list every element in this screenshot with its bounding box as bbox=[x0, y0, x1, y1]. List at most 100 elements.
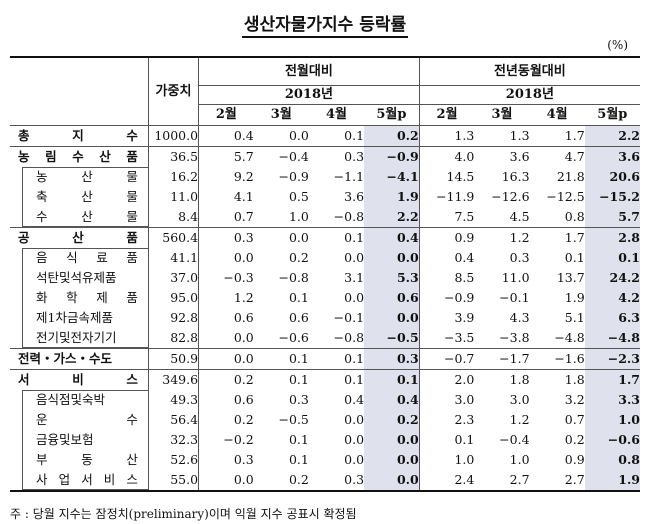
yoy-value-cell: 1.2 bbox=[509, 412, 530, 427]
weight-cell: 560.4 bbox=[148, 227, 200, 248]
table-row: 축 산 물 11.0 4.1 0.5 3.6 1.9 −11.9 −12.6 −12.5 −15.… bbox=[10, 187, 640, 207]
mom-value-cell: 0.0 bbox=[344, 250, 365, 265]
mom-value-cell: −0.1 bbox=[333, 310, 365, 325]
mom-value-cell: 0.4 bbox=[364, 390, 420, 410]
mom-value-cell: 5.3 bbox=[364, 268, 420, 288]
yoy-value-cell: 0.9 bbox=[419, 227, 475, 248]
mom-value-cell: 0.3 bbox=[308, 146, 365, 167]
mom-value-cell: −0.8 bbox=[333, 330, 365, 345]
table-row: 금융및보험 32.3 −0.2 0.1 0.0 0.0 0.1 −0.4 0.2 −0.6 bbox=[10, 430, 640, 450]
row-label-text: 사 업 서 비 스 bbox=[36, 472, 138, 487]
row-label-text: 화 학 제 품 bbox=[36, 290, 138, 305]
mom-value-cell: 4.1 bbox=[233, 189, 254, 204]
yoy-value-cell: 2.2 bbox=[584, 125, 640, 147]
header-weight: 가중치 bbox=[148, 56, 200, 126]
mom-value-cell: 0.3 bbox=[233, 452, 254, 467]
mom-value-cell: 0.1 bbox=[308, 348, 365, 370]
mom-value-cell: 0.0 bbox=[233, 250, 254, 265]
yoy-value-cell: 1.7 bbox=[584, 369, 640, 390]
mom-value-cell: 0.0 bbox=[344, 290, 365, 305]
yoy-value-cell: −0.6 bbox=[584, 430, 640, 450]
yoy-value-cell: 2.4 bbox=[419, 470, 475, 492]
yoy-value-cell: 1.7 bbox=[529, 125, 585, 147]
yoy-value-cell: 0.8 bbox=[584, 450, 640, 470]
yoy-value-cell: 1.2 bbox=[474, 227, 530, 248]
row-label-text: 축 산 물 bbox=[36, 189, 138, 204]
yoy-value-cell: 4.5 bbox=[509, 209, 530, 224]
table-row: 서 비 스 349.6 0.2 0.1 0.1 0.1 2.0 1.8 1.8 1.7 bbox=[10, 369, 640, 390]
table-row: 부 동 산 52.6 0.3 0.1 0.0 0.0 1.0 1.0 0.9 0.8 bbox=[10, 450, 640, 470]
yoy-value-cell: 0.1 bbox=[584, 248, 640, 268]
mom-value-cell: −4.1 bbox=[364, 167, 420, 187]
table-row: 운 수 56.4 0.2 −0.5 0.0 0.2 2.3 1.2 0.7 1.0 bbox=[10, 410, 640, 430]
yoy-value-cell: 21.8 bbox=[556, 169, 585, 184]
mom-value-cell: 0.7 bbox=[233, 209, 254, 224]
table-row: 전력・가스・수도 50.9 0.0 0.1 0.1 0.3 −0.7 −1.7 −1.6 −2.3 bbox=[10, 348, 640, 370]
weight-cell: 50.9 bbox=[148, 348, 200, 370]
yoy-value-cell: 2.7 bbox=[529, 470, 585, 492]
mom-value-cell: 0.1 bbox=[288, 432, 309, 447]
mom-value-cell: 0.0 bbox=[253, 125, 309, 147]
header-blank bbox=[10, 56, 149, 126]
table-row: 사 업 서 비 스 55.0 0.0 0.2 0.3 0.0 2.4 2.7 2.7 1.9 bbox=[10, 470, 640, 492]
mom-value-cell: 0.1 bbox=[308, 227, 365, 248]
mom-value-cell: −1.1 bbox=[333, 169, 365, 184]
weight-cell: 82.8 bbox=[148, 328, 200, 349]
mom-value-cell: −0.9 bbox=[364, 146, 420, 167]
mom-value-cell: 1.0 bbox=[288, 209, 309, 224]
yoy-value-cell: 6.3 bbox=[584, 308, 640, 328]
yoy-value-cell: 3.6 bbox=[474, 146, 530, 167]
yoy-value-cell: 3.0 bbox=[509, 392, 530, 407]
header-year-yoy: 2018년 bbox=[419, 85, 640, 105]
yoy-value-cell: 14.5 bbox=[446, 169, 475, 184]
yoy-value-cell: 1.9 bbox=[564, 290, 585, 305]
row-label-text: 금융및보험 bbox=[36, 432, 94, 447]
mom-value-cell: 0.6 bbox=[233, 310, 254, 325]
table-row: 총 지 수 1000.0 0.4 0.0 0.1 0.2 1.3 1.3 1.7 2.2 bbox=[10, 125, 640, 147]
mom-value-cell: 0.2 bbox=[364, 410, 420, 430]
yoy-value-cell: 16.3 bbox=[501, 169, 530, 184]
yoy-value-cell: 0.9 bbox=[564, 452, 585, 467]
mom-value-cell: 0.4 bbox=[198, 125, 254, 147]
row-label-text: 음식점및숙박 bbox=[36, 392, 106, 407]
yoy-value-cell: 2.3 bbox=[454, 412, 475, 427]
yoy-value-cell: −4.8 bbox=[584, 328, 640, 349]
yoy-value-cell: −4.8 bbox=[554, 330, 585, 345]
row-label: 석탄및석유제품 bbox=[10, 268, 149, 288]
header-month-yoy-4: 5월p bbox=[584, 104, 640, 126]
yoy-value-cell: 0.4 bbox=[454, 250, 475, 265]
row-label: 제1차금속제품 bbox=[10, 308, 149, 328]
yoy-value-cell: 24.2 bbox=[584, 268, 640, 288]
yoy-value-cell: 4.2 bbox=[584, 288, 640, 308]
weight-cell: 36.5 bbox=[148, 146, 200, 167]
row-label: 사 업 서 비 스 bbox=[10, 470, 149, 492]
yoy-value-cell: 1.0 bbox=[584, 410, 640, 430]
mom-value-cell: 0.4 bbox=[344, 392, 365, 407]
yoy-value-cell: 3.9 bbox=[454, 310, 475, 325]
yoy-value-cell: 3.2 bbox=[564, 392, 585, 407]
mom-value-cell: 0.3 bbox=[364, 348, 420, 370]
mom-value-cell: 0.0 bbox=[344, 432, 365, 447]
yoy-value-cell: 1.7 bbox=[529, 227, 585, 248]
yoy-value-cell: 0.7 bbox=[564, 412, 585, 427]
yoy-value-cell: 20.6 bbox=[584, 167, 640, 187]
yoy-value-cell: 3.3 bbox=[584, 390, 640, 410]
yoy-value-cell: 3.6 bbox=[584, 146, 640, 167]
weight-cell: 92.8 bbox=[148, 308, 200, 328]
mom-value-cell: 0.2 bbox=[253, 470, 309, 492]
mom-value-cell: 0.2 bbox=[198, 369, 254, 390]
weight-cell: 55.0 bbox=[148, 470, 200, 492]
yoy-value-cell: 1.0 bbox=[454, 452, 475, 467]
row-label-text: 농 산 물 bbox=[36, 169, 138, 184]
mom-value-cell: 0.1 bbox=[364, 369, 420, 390]
row-label-text: 서 비 스 bbox=[18, 372, 138, 387]
row-label-text: 석탄및석유제품 bbox=[36, 270, 117, 285]
header-year-mom: 2018년 bbox=[198, 85, 420, 105]
table-row: 농 림 수 산 품 36.5 5.7 −0.4 0.3 −0.9 4.0 3.6 4.7 3.6 bbox=[10, 146, 640, 167]
row-label-text: 제1차금속제품 bbox=[36, 310, 113, 325]
mom-value-cell: −0.8 bbox=[278, 270, 309, 285]
yoy-value-cell: 0.1 bbox=[454, 432, 475, 447]
mom-value-cell: 0.0 bbox=[233, 330, 254, 345]
row-label: 공 산 품 bbox=[10, 227, 149, 248]
table-row: 농 산 물 16.2 9.2 −0.9 −1.1 −4.1 14.5 16.3 21.8 20.6 bbox=[10, 167, 640, 187]
